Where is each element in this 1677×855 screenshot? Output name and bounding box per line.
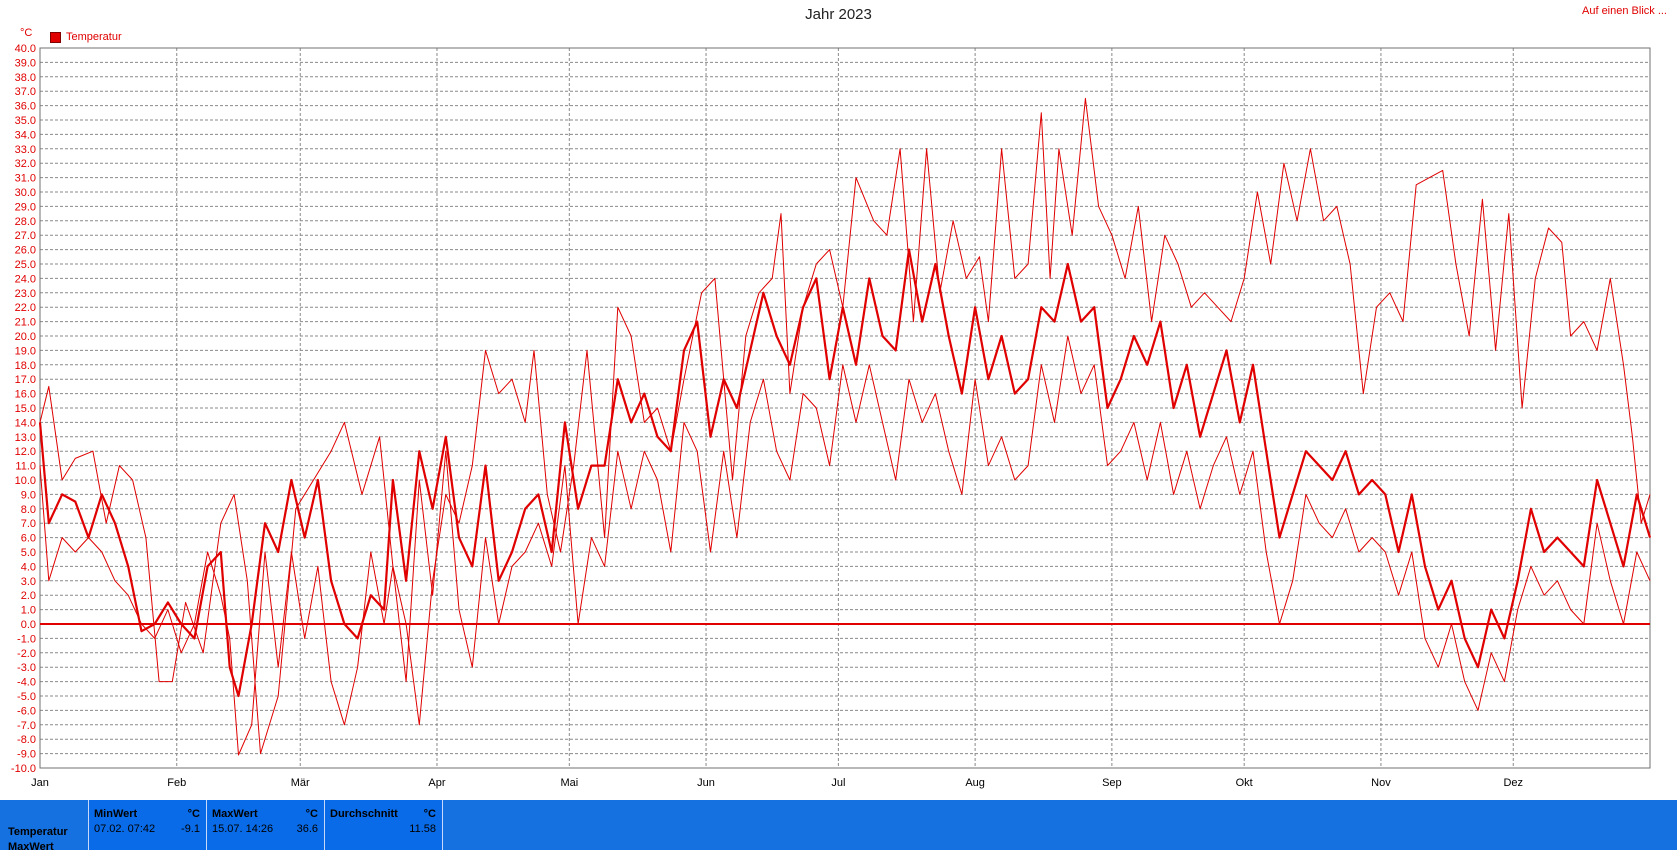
y-tick-label: 22.0 xyxy=(15,302,36,314)
stat-min-header: MinWert xyxy=(94,808,138,820)
y-tick-label: 18.0 xyxy=(15,360,36,372)
y-tick-label: 9.0 xyxy=(21,489,36,501)
y-tick-label: 33.0 xyxy=(15,144,36,156)
y-tick-label: 0.0 xyxy=(21,619,36,631)
stat-max-unit: °C xyxy=(305,808,318,820)
overview-link[interactable]: Auf einen Blick ... xyxy=(1582,5,1667,17)
x-tick-label: Dez xyxy=(1503,777,1523,789)
y-tick-label: 8.0 xyxy=(21,504,36,516)
y-tick-label: 37.0 xyxy=(15,86,36,98)
y-tick-label: 2.0 xyxy=(21,590,36,602)
y-tick-label: 1.0 xyxy=(21,605,36,617)
y-tick-label: 4.0 xyxy=(21,561,36,573)
y-tick-label: 19.0 xyxy=(15,345,36,357)
y-tick-label: 13.0 xyxy=(15,432,36,444)
y-axis-unit: °C xyxy=(20,27,33,39)
y-tick-label: 29.0 xyxy=(15,201,36,213)
page-title: Jahr 2023 xyxy=(805,6,872,23)
y-tick-label: 30.0 xyxy=(15,187,36,199)
legend-swatch xyxy=(50,31,61,43)
x-tick-label: Okt xyxy=(1236,777,1253,789)
stat-avg-unit: °C xyxy=(423,808,436,820)
y-tick-label: 6.0 xyxy=(21,533,36,545)
y-tick-label: 10.0 xyxy=(15,475,36,487)
y-tick-label: -9.0 xyxy=(17,749,36,761)
stat-avg-value: 11.58 xyxy=(409,823,436,835)
x-tick-label: Nov xyxy=(1371,777,1391,789)
y-tick-label: -1.0 xyxy=(17,633,36,645)
y-tick-label: 5.0 xyxy=(21,547,36,559)
legend: Temperatur xyxy=(50,31,122,43)
y-tick-label: -4.0 xyxy=(17,677,36,689)
x-tick-label: Jun xyxy=(697,777,715,789)
y-tick-label: 35.0 xyxy=(15,115,36,127)
stat-min-value: -9.1 xyxy=(181,823,200,835)
y-tick-label: -7.0 xyxy=(17,720,36,732)
x-tick-label: Apr xyxy=(428,777,445,789)
y-tick-label: 14.0 xyxy=(15,417,36,429)
y-tick-label: -6.0 xyxy=(17,705,36,717)
y-tick-label: 25.0 xyxy=(15,259,36,271)
y-tick-label: 38.0 xyxy=(15,72,36,84)
x-tick-label: Mai xyxy=(560,777,578,789)
y-tick-label: 7.0 xyxy=(21,518,36,530)
y-tick-label: 23.0 xyxy=(15,288,36,300)
x-tick-label: Aug xyxy=(965,777,985,789)
legend-label: Temperatur xyxy=(66,31,122,43)
y-tick-label: -8.0 xyxy=(17,734,36,746)
y-tick-label: -2.0 xyxy=(17,648,36,660)
stat-max-value: 36.6 xyxy=(296,823,318,835)
y-tick-label: 17.0 xyxy=(15,374,36,386)
stat-min-box: MinWert °C 07.02. 07:42 -9.1 xyxy=(88,800,206,850)
stats-row-labels: Temperatur MaxWert xyxy=(8,825,68,855)
y-tick-label: -10.0 xyxy=(11,763,36,775)
y-tick-label: 20.0 xyxy=(15,331,36,343)
stat-avg-box: Durchschnitt °C 11.58 xyxy=(324,800,443,850)
stats-row-label-temperatur: Temperatur xyxy=(8,826,68,838)
y-tick-label: 32.0 xyxy=(15,158,36,170)
y-tick-label: 11.0 xyxy=(15,461,36,473)
x-tick-label: Feb xyxy=(167,777,186,789)
y-tick-label: 28.0 xyxy=(15,216,36,228)
stat-min-time: 07.02. 07:42 xyxy=(94,823,156,835)
series-line-min xyxy=(39,335,1651,756)
y-tick-label: 31.0 xyxy=(15,173,36,185)
x-tick-label: Mär xyxy=(291,777,310,789)
y-tick-label: 24.0 xyxy=(15,273,36,285)
y-tick-label: 39.0 xyxy=(15,57,36,69)
y-tick-label: 15.0 xyxy=(15,403,36,415)
stat-min-unit: °C xyxy=(187,808,200,820)
y-tick-label: 36.0 xyxy=(15,101,36,113)
stat-max-time: 15.07. 14:26 xyxy=(212,823,274,835)
temperature-chart: -10.0 -9.0 -8.0 -7.0 -6.0 -5.0 -4.0 -3.0 -2.0 -1.… xyxy=(11,43,1652,789)
plot-frame xyxy=(39,47,1651,769)
stat-max-header: MaxWert xyxy=(212,808,258,820)
stats-row-label-maxwert: MaxWert xyxy=(8,841,54,853)
y-tick-label: -3.0 xyxy=(17,662,36,674)
y-tick-label: 16.0 xyxy=(15,389,36,401)
x-tick-label: Jul xyxy=(831,777,845,789)
stat-max-box: MaxWert °C 15.07. 14:26 36.6 xyxy=(206,800,324,850)
y-tick-label: 27.0 xyxy=(15,230,36,242)
y-tick-label: 26.0 xyxy=(15,245,36,257)
x-tick-label: Jan xyxy=(31,777,49,789)
series-line-avg xyxy=(38,248,1652,698)
series-line-max xyxy=(39,97,1651,755)
y-tick-label: 12.0 xyxy=(15,446,36,458)
stat-avg-header: Durchschnitt xyxy=(330,808,398,820)
y-tick-label: -5.0 xyxy=(17,691,36,703)
y-tick-label: 40.0 xyxy=(15,43,36,55)
x-tick-label: Sep xyxy=(1102,777,1122,789)
y-tick-label: 21.0 xyxy=(15,317,36,329)
y-tick-label: 3.0 xyxy=(21,576,36,588)
y-tick-label: 34.0 xyxy=(15,129,36,141)
